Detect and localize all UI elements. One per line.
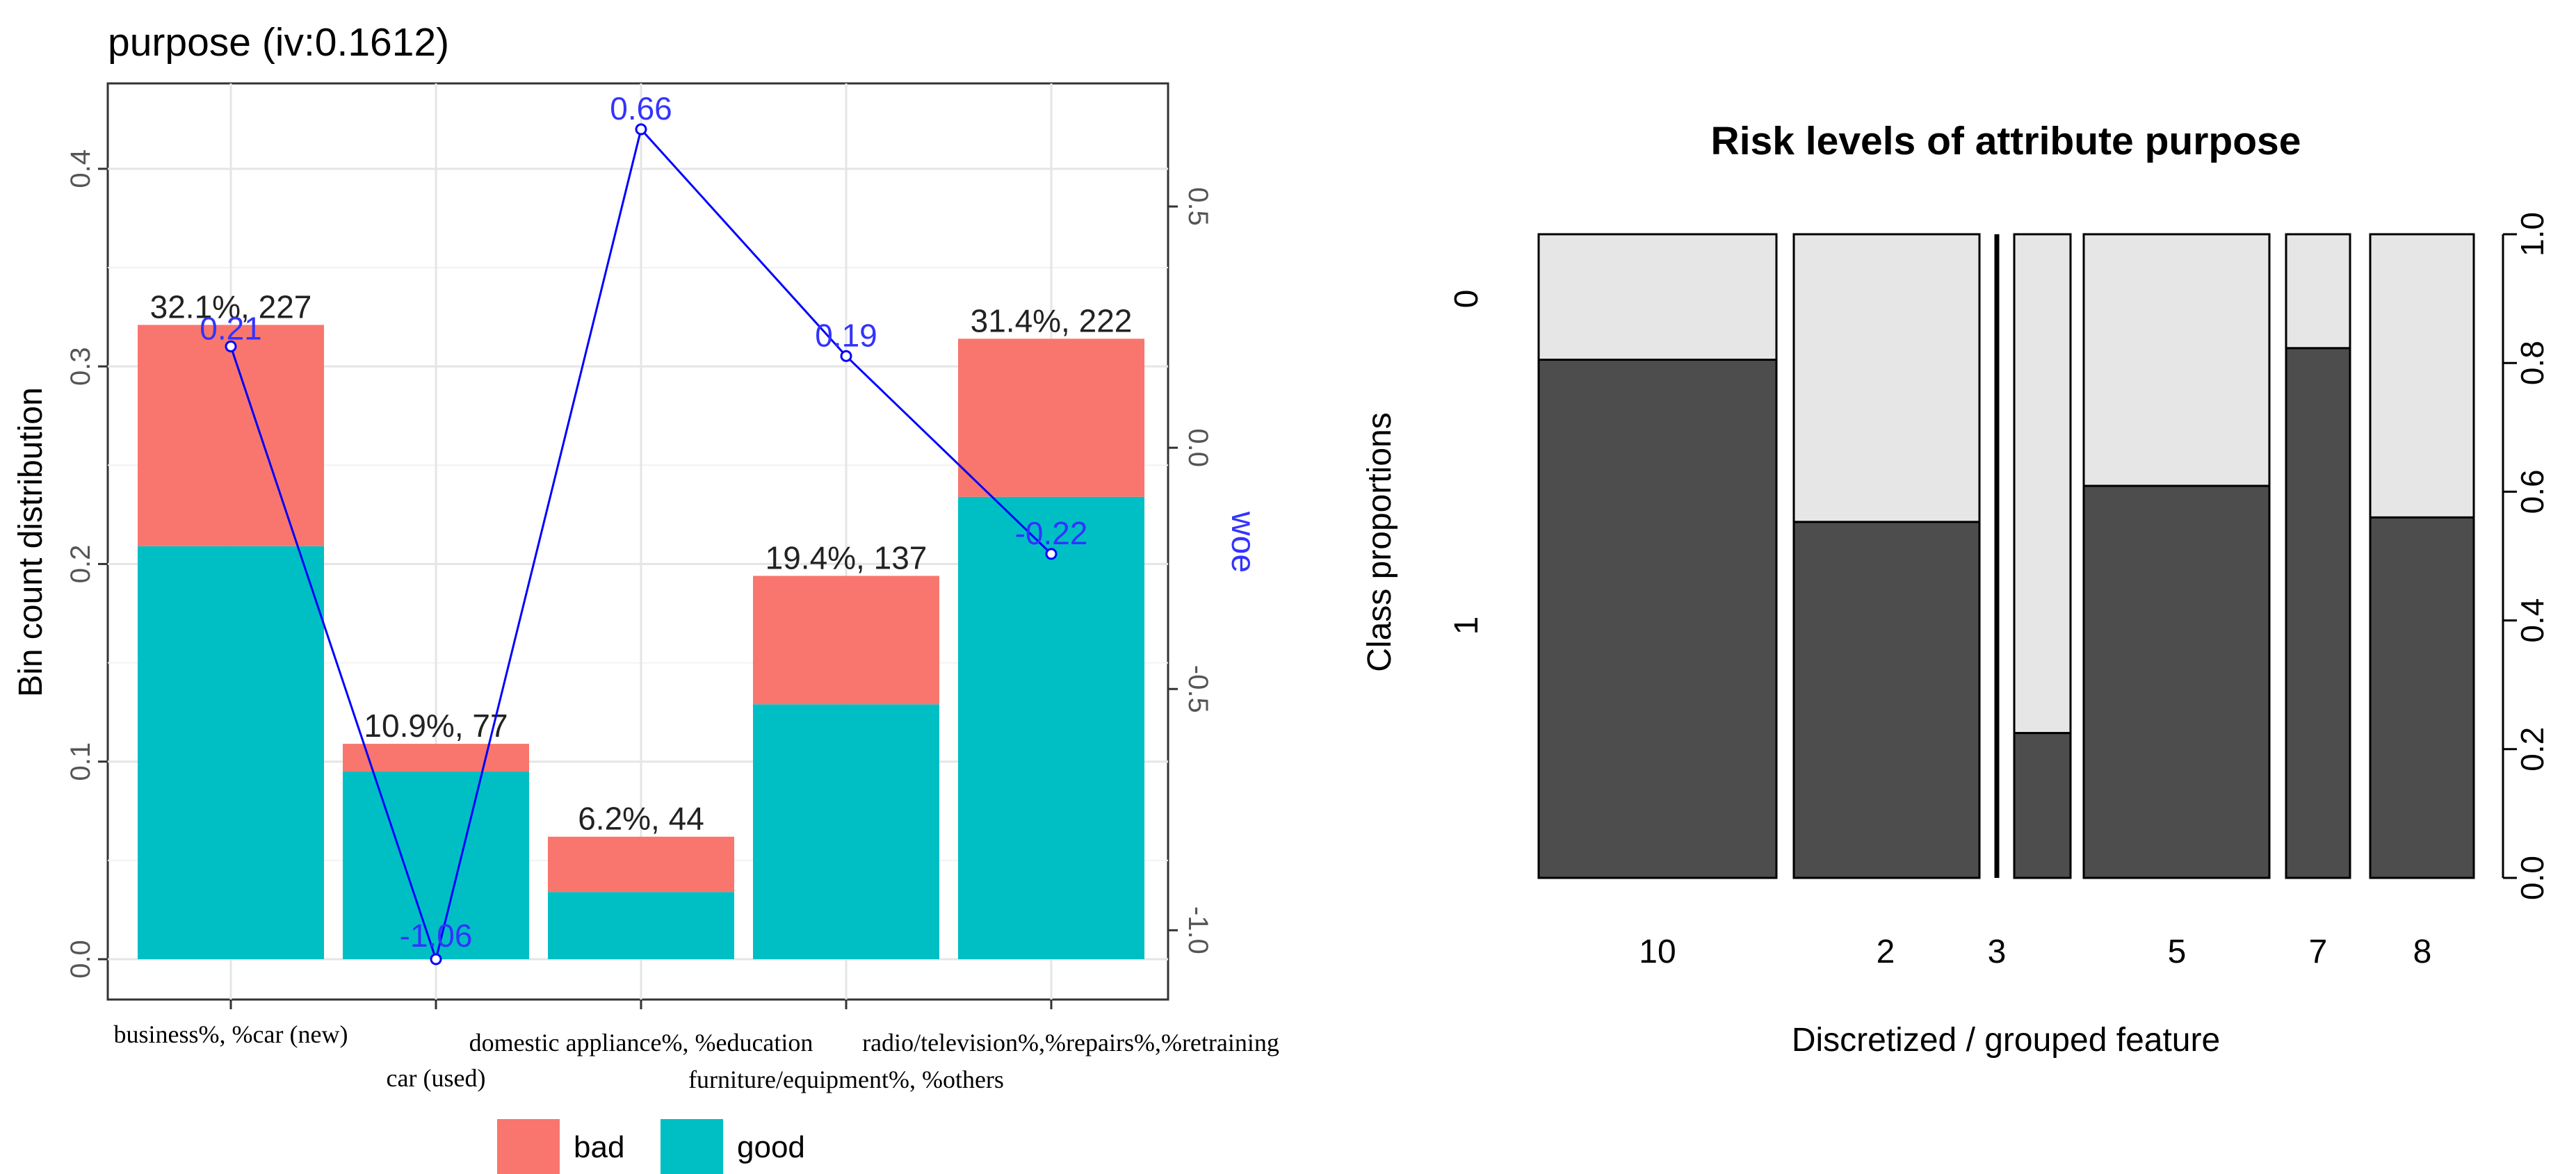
spine-class1-7: [2285, 347, 2351, 879]
left-bar-labels: 32.1%, 227 10.9%, 77 6.2%, 44 19.4%, 137 31.…: [150, 288, 1133, 836]
bar-bad-3: [548, 836, 734, 892]
spine-class0-2: [1792, 233, 1981, 523]
woe-point-5: [1045, 548, 1058, 560]
right-x-tick-label-10: 10: [1639, 934, 1676, 970]
bar-good-1: [138, 546, 324, 959]
right-class-labels: 01: [1448, 290, 1485, 635]
woe-label-4: 0.19: [815, 317, 877, 353]
bar-bad-2: [343, 744, 529, 772]
woe-label-1: 0.21: [200, 310, 262, 346]
right-y-axis: 0.0 0.2 0.4 0.6 0.8 1.0: [2502, 212, 2550, 900]
left-y-tick-label: 0.1: [65, 742, 96, 781]
left-y2-tick-label: -1.0: [1183, 906, 1213, 954]
left-y2-axis-title: woe: [1224, 511, 1261, 573]
bar-label-2: 10.9%, 77: [364, 708, 508, 744]
left-x-tick-label-5: radio/television%,%repairs%,%retraining: [862, 1029, 1279, 1057]
bar-label-3: 6.2%, 44: [578, 801, 704, 837]
woe-label-2: -1.06: [400, 918, 473, 954]
spine-class0-10: [1537, 233, 1778, 361]
bar-label-1: 32.1%, 227: [150, 288, 312, 325]
right-y-tick-label: 0.2: [2514, 727, 2550, 772]
right-x-tick-label-7: 7: [2309, 934, 2328, 970]
left-y-axis-title: Bin count distribution: [13, 387, 49, 697]
woe-point-1: [225, 340, 237, 352]
woe-label-5: -0.22: [1015, 515, 1088, 551]
left-x-axis: business%, %car (new) car (used) domestic …: [114, 1000, 1279, 1093]
woe-label-3: 0.66: [610, 90, 672, 127]
spine-class0-7: [2285, 233, 2351, 350]
right-y-tick-label: 0.4: [2514, 598, 2550, 643]
right-y-tick-label: 0.8: [2514, 341, 2550, 385]
class-label-1: 1: [1448, 617, 1485, 635]
right-x-tick-label-3: 3: [1988, 934, 2007, 970]
left-x-tick-label-3: domestic appliance%, %education: [469, 1029, 813, 1057]
right-x-tick-label-2: 2: [1877, 934, 1895, 970]
bar-bad-5: [958, 339, 1144, 497]
left-y-tick-label: 0.4: [65, 149, 96, 188]
left-plot-panel: 32.1%, 227 10.9%, 77 6.2%, 44 19.4%, 137 31.…: [106, 82, 1169, 1001]
left-y2-axis: -1.0 -0.5 0.0 0.5: [1168, 187, 1213, 954]
left-chart-title: purpose (iv:0.1612): [108, 20, 449, 65]
left-y2-tick-label: -0.5: [1183, 665, 1213, 713]
left-y-axis: 0.0 0.1 0.2 0.3 0.4: [65, 149, 108, 979]
woe-point-4: [840, 350, 852, 362]
legend-label-good: good: [737, 1130, 805, 1164]
spine-class0-5: [2082, 233, 2271, 487]
spine-class1-3: [2013, 732, 2072, 879]
bar-label-5: 31.4%, 222: [971, 302, 1133, 339]
legend-swatch-bad: [497, 1119, 560, 1174]
left-x-tick-label-1: business%, %car (new): [114, 1020, 348, 1048]
spine-class1-5: [2082, 484, 2271, 879]
left-y-tick-label: 0.3: [65, 347, 96, 386]
left-y2-tick-label: 0.5: [1183, 187, 1213, 226]
right-y-tick-label: 1.0: [2514, 212, 2550, 256]
woe-point-3: [635, 123, 647, 136]
right-y-axis-title: Class proportions: [1361, 412, 1398, 672]
woe-line-group: 0.21 -1.06 0.66 0.19 -0.22: [200, 90, 1088, 965]
bar-good-5: [958, 496, 1144, 959]
left-y2-tick-label: 0.0: [1183, 428, 1213, 467]
spine-class0-3: [2013, 233, 2072, 735]
left-bars: [138, 325, 1144, 959]
right-x-tick-label-8: 8: [2413, 934, 2432, 970]
spine-class1-10: [1537, 359, 1778, 879]
class-label-0: 0: [1448, 290, 1485, 309]
right-y-tick-label: 0.0: [2514, 856, 2550, 900]
bar-label-4: 19.4%, 137: [765, 539, 927, 576]
left-legend: bad good: [497, 1119, 805, 1174]
right-chart-title: Risk levels of attribute purpose: [1711, 119, 2301, 163]
legend-swatch-good: [661, 1119, 723, 1174]
left-y-tick-label: 0.0: [65, 940, 96, 979]
left-x-tick-label-4: furniture/equipment%, %others: [688, 1066, 1004, 1093]
right-x-tick-label-5: 5: [2168, 934, 2187, 970]
left-x-tick-label-2: car (used): [387, 1064, 486, 1092]
right-x-axis-title: Discretized / grouped feature: [1792, 1022, 2220, 1059]
bar-good-3: [548, 892, 734, 959]
spineplot-columns: [1537, 233, 2475, 879]
bar-good-2: [343, 771, 529, 959]
spine-class1-2: [1792, 521, 1981, 879]
bar-bad-4: [753, 576, 939, 705]
right-x-tick-labels: 10 2 3 5 7 8: [1639, 934, 2431, 970]
bar-bad-1: [138, 325, 324, 546]
bar-good-4: [753, 704, 939, 959]
woe-point-2: [430, 953, 442, 965]
legend-label-bad: bad: [574, 1130, 624, 1164]
left-y-tick-label: 0.2: [65, 545, 96, 584]
spine-class1-8: [2369, 516, 2475, 879]
right-y-tick-label: 0.6: [2514, 469, 2550, 514]
spine-class0-8: [2369, 233, 2475, 519]
